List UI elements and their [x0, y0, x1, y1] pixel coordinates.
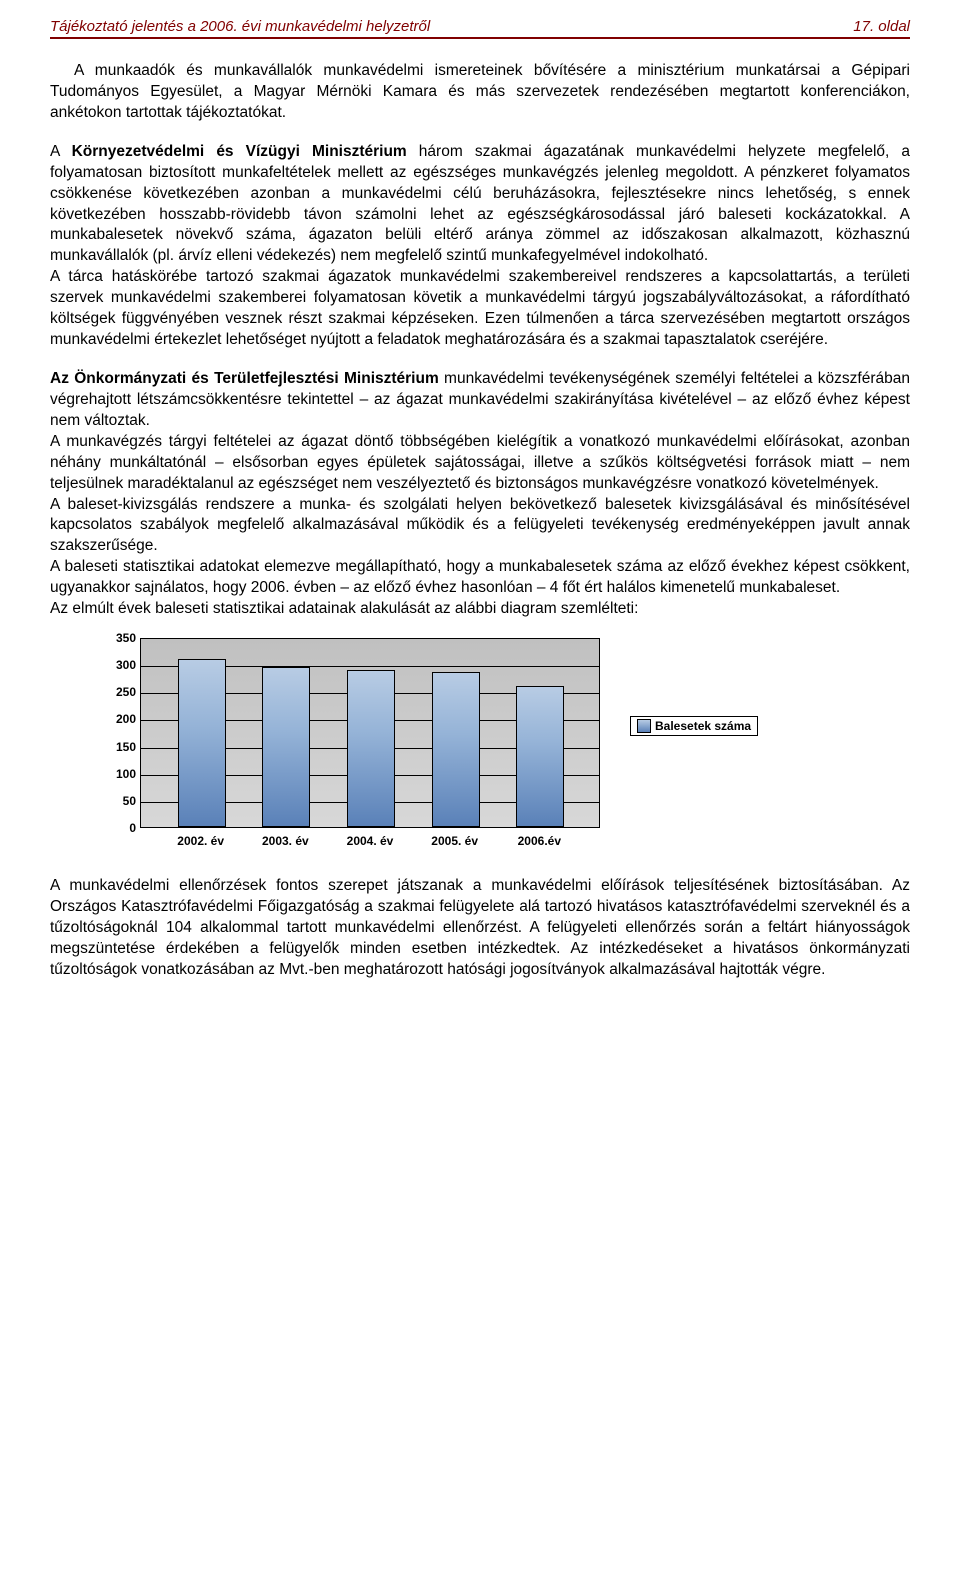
chart-ytick: 200 [100, 712, 136, 726]
paragraph-4: A munkavédelmi ellenőrzések fontos szere… [50, 876, 910, 981]
chart-xlabel: 2002. év [166, 834, 236, 848]
paragraph-2: A Környezetvédelmi és Vízügyi Minisztéri… [50, 142, 910, 351]
chart-ytick: 150 [100, 740, 136, 754]
chart-xlabel: 2003. év [250, 834, 320, 848]
chart-ytick: 100 [100, 767, 136, 781]
document-page: Tájékoztató jelentés a 2006. évi munkavé… [0, 0, 960, 1029]
chart-ytick: 250 [100, 685, 136, 699]
p3-body-e: Az elmúlt évek baleseti statisztikai ada… [50, 600, 638, 617]
p2-body-b: A tárca hatáskörébe tartozó szakmai ágaz… [50, 268, 910, 348]
chart-legend: Balesetek száma [630, 716, 758, 736]
p2-lead: A [50, 143, 72, 160]
chart-bar [516, 686, 564, 827]
chart-ytick: 0 [100, 821, 136, 835]
p2-ministry-name: Környezetvédelmi és Vízügyi Minisztérium [72, 143, 407, 160]
header-page-number: 17. oldal [853, 18, 910, 35]
p3-body-d: A baleseti statisztikai adatokat elemezv… [50, 558, 910, 596]
p3-body-b: A munkavégzés tárgyi feltételei az ágaza… [50, 433, 910, 492]
p3-ministry-name: Az Önkormányzati és Területfejlesztési M… [50, 370, 439, 387]
header-title: Tájékoztató jelentés a 2006. évi munkavé… [50, 18, 430, 35]
legend-label: Balesetek száma [655, 719, 751, 733]
legend-swatch [637, 719, 651, 733]
chart-plot-area [140, 638, 600, 828]
p2-body-a: három szakmai ágazatának munkavédelmi he… [50, 143, 910, 265]
chart-ytick: 50 [100, 794, 136, 808]
chart-bar [178, 659, 226, 827]
paragraph-3: Az Önkormányzati és Területfejlesztési M… [50, 369, 910, 620]
chart-ytick: 300 [100, 658, 136, 672]
p3-body-c: A baleset-kivizsgálás rendszere a munka-… [50, 496, 910, 555]
chart-bar [432, 672, 480, 827]
chart-bar [262, 667, 310, 827]
page-header: Tájékoztató jelentés a 2006. évi munkavé… [50, 18, 910, 39]
chart-xlabel: 2006.év [504, 834, 574, 848]
accidents-chart: 0501001502002503003502002. év2003. év200… [100, 638, 910, 858]
paragraph-1: A munkaadók és munkavállalók munkavédelm… [50, 61, 910, 124]
chart-bar [347, 670, 395, 827]
chart-xlabel: 2005. év [420, 834, 490, 848]
chart-ytick: 350 [100, 631, 136, 645]
chart-xlabel: 2004. év [335, 834, 405, 848]
